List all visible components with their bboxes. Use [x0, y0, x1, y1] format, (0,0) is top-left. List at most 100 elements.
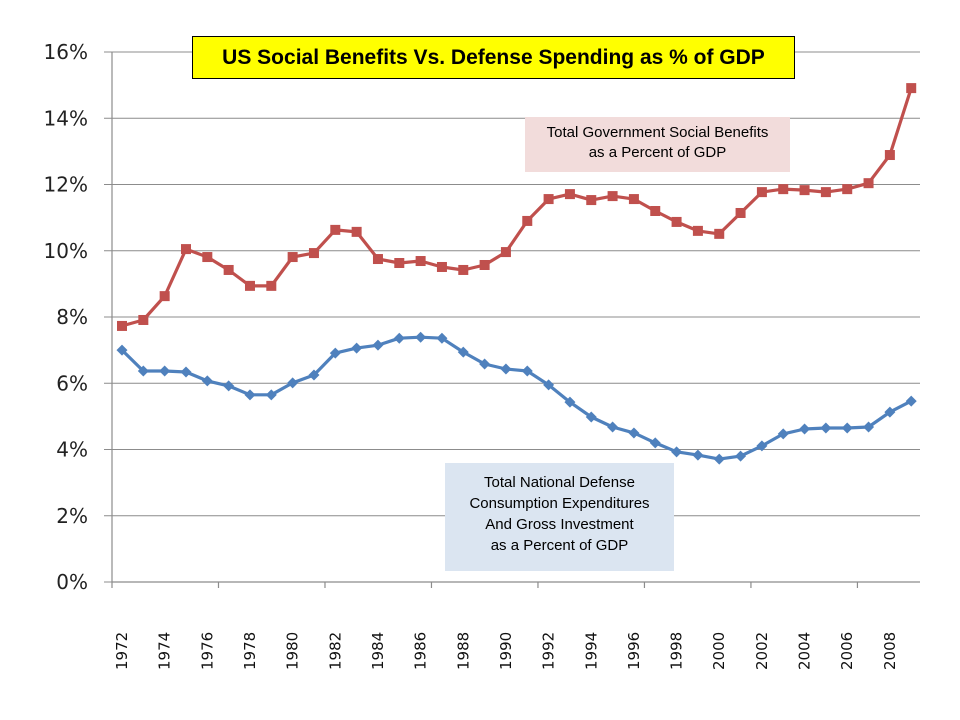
data-point-diamond [287, 377, 299, 389]
x-tick-label: 1978 [241, 632, 259, 670]
data-point-square [372, 254, 383, 265]
annotation-line: Total National Defense [484, 474, 635, 491]
series [116, 83, 917, 465]
data-point-square [266, 280, 277, 291]
series-line [120, 335, 912, 461]
data-point-square [607, 191, 618, 202]
data-point-square [671, 216, 682, 227]
data-point-square [650, 206, 661, 216]
data-point-square [842, 184, 853, 195]
data-point-diamond [841, 422, 853, 434]
data-point-square [884, 150, 895, 161]
data-point-square [714, 228, 725, 239]
y-tick-label: 12% [44, 173, 88, 197]
x-tick-label: 1992 [540, 632, 558, 670]
annotation-line: as a Percent of GDP [490, 537, 629, 554]
data-point-diamond [671, 446, 683, 458]
data-point-square [244, 280, 255, 291]
data-point-diamond [649, 437, 661, 449]
data-point-square [543, 194, 554, 205]
data-point-diamond [585, 411, 597, 423]
data-point-square [863, 178, 874, 189]
data-point-diamond [713, 453, 725, 465]
data-point-diamond [436, 332, 448, 344]
data-point-square [159, 291, 170, 302]
series-social-benefits [117, 83, 917, 331]
data-point-diamond [884, 406, 896, 418]
data-point-diamond [223, 380, 235, 392]
data-point-diamond [159, 365, 171, 377]
data-point-square [117, 320, 127, 331]
data-point-diamond [820, 422, 832, 434]
data-point-diamond [692, 449, 704, 461]
x-tick-label: 2002 [753, 632, 771, 670]
data-point-square [692, 225, 703, 236]
data-point-square [586, 195, 597, 206]
x-tick-label: 1974 [156, 632, 174, 670]
y-tick-label: 10% [44, 239, 88, 263]
x-tick-label: 1996 [625, 632, 643, 670]
y-axis-tick-labels: 0% 2% 4% 6% 8% 10% 12% 14% 16% [44, 40, 88, 594]
data-point-square [799, 185, 810, 196]
data-point-square [628, 194, 639, 205]
data-point-diamond [180, 366, 192, 378]
data-point-square [522, 215, 533, 226]
data-point-diamond [607, 421, 619, 433]
annotation-social-benefits: Total Government Social Benefits as a Pe… [525, 117, 790, 172]
data-point-square [394, 258, 405, 269]
data-point-diamond [415, 331, 427, 343]
x-tick-label: 2004 [796, 632, 814, 670]
data-point-diamond [863, 421, 875, 433]
x-tick-label: 1986 [412, 632, 430, 670]
annotation-line: And Gross Investment [485, 516, 634, 533]
data-point-square [415, 256, 426, 267]
data-point-diamond [457, 346, 469, 358]
x-tick-label: 2000 [710, 632, 728, 670]
data-point-diamond [201, 375, 213, 387]
data-point-diamond [735, 450, 747, 462]
y-tick-label: 4% [56, 438, 88, 462]
data-point-diamond [351, 342, 363, 354]
data-point-diamond [329, 347, 341, 359]
data-point-square [458, 264, 469, 275]
data-point-diamond [244, 389, 256, 401]
data-point-diamond [265, 389, 277, 401]
data-point-diamond [628, 427, 640, 439]
data-point-square [138, 314, 149, 325]
x-tick-label: 2006 [838, 632, 856, 670]
y-tick-label: 16% [44, 40, 88, 64]
series-line [121, 87, 913, 328]
data-point-square [756, 187, 767, 198]
data-point-square [287, 252, 298, 263]
data-point-square [202, 252, 213, 263]
x-tick-label: 1976 [198, 632, 216, 670]
chart-title-text: US Social Benefits Vs. Defense Spending … [222, 45, 765, 69]
data-point-diamond [308, 369, 320, 381]
x-tick-label: 1998 [668, 632, 686, 670]
data-point-square [778, 184, 789, 195]
data-point-diamond [543, 379, 555, 391]
annotation-line: Consumption Expenditures [469, 495, 650, 512]
data-point-square [735, 207, 746, 218]
data-point-square [479, 259, 490, 270]
x-tick-label: 1982 [326, 632, 344, 670]
x-tick-label: 1988 [454, 632, 472, 670]
data-point-diamond [479, 358, 491, 370]
data-point-diamond [137, 365, 149, 377]
series-defense-spending [116, 331, 917, 465]
data-point-square [500, 247, 511, 258]
data-point-square [180, 244, 191, 255]
data-point-square [223, 264, 234, 275]
axes [111, 52, 920, 588]
x-tick-label: 1980 [284, 632, 302, 670]
data-point-square [308, 248, 319, 259]
data-point-diamond [393, 332, 405, 344]
data-point-diamond [372, 339, 384, 351]
data-point-diamond [564, 396, 576, 408]
x-tick-label: 1984 [369, 632, 387, 670]
y-tick-label: 6% [56, 371, 88, 395]
x-tick-label: 1990 [497, 632, 515, 670]
data-point-square [906, 83, 917, 94]
x-tick-label: 2008 [881, 632, 899, 670]
